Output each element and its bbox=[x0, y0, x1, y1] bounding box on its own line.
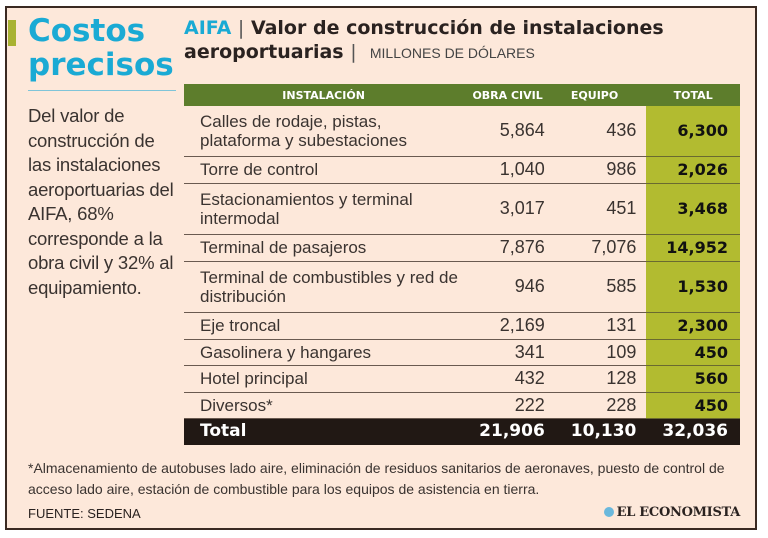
cell-equipo: 451 bbox=[554, 183, 647, 235]
headline-line-2: precisos bbox=[28, 47, 174, 83]
cell-equipo: 436 bbox=[554, 106, 647, 157]
cell-total: 2,300 bbox=[646, 312, 740, 340]
column-header: INSTALACIÓN bbox=[184, 84, 464, 106]
table-row: Terminal de combustibles y red de distri… bbox=[184, 261, 740, 313]
table-row: Gasolinera y hangares 341 109 450 bbox=[184, 339, 740, 366]
brand: AIFA bbox=[184, 17, 232, 39]
cell-obra: 5,864 bbox=[463, 106, 555, 157]
cell-obra: 432 bbox=[463, 365, 555, 393]
table-row: Hotel principal 432 128 560 bbox=[184, 365, 740, 393]
total-obra: 21,906 bbox=[463, 418, 555, 445]
publisher-logo: EL ECONOMISTA bbox=[603, 505, 740, 520]
cell-equipo: 7,076 bbox=[554, 234, 647, 262]
table-row: Torre de control 1,040 986 2,026 bbox=[184, 156, 740, 184]
cell-obra: 341 bbox=[463, 339, 555, 366]
cell-obra: 1,040 bbox=[463, 156, 555, 184]
cell-name: Hotel principal bbox=[184, 365, 464, 393]
cell-name: Diversos* bbox=[184, 392, 464, 419]
cell-obra: 3,017 bbox=[463, 183, 555, 235]
column-header: EQUIPO bbox=[554, 84, 647, 106]
total-row: Total 21,906 10,130 32,036 bbox=[184, 418, 740, 445]
cell-obra: 7,876 bbox=[463, 234, 555, 262]
table-row: Diversos* 222 228 450 bbox=[184, 392, 740, 419]
title-line-2: aeroportuarias bbox=[184, 41, 344, 63]
cell-name: Terminal de combustibles y red de distri… bbox=[184, 261, 464, 313]
cell-total: 3,468 bbox=[646, 183, 740, 235]
cell-name: Estacionamientos y terminal intermodal bbox=[184, 183, 464, 235]
headline: Costos precisos bbox=[28, 14, 174, 82]
table-header: INSTALACIÓN OBRA CIVIL EQUIPO TOTAL bbox=[184, 84, 740, 106]
cell-equipo: 228 bbox=[554, 392, 647, 419]
cell-name: Torre de control bbox=[184, 156, 464, 184]
lede-text: Del valor de construcción de las instala… bbox=[28, 105, 174, 298]
cell-total: 450 bbox=[646, 392, 740, 419]
unit-label: MILLONES DE DÓLARES bbox=[369, 45, 535, 61]
cell-equipo: 585 bbox=[554, 261, 647, 313]
cell-equipo: 131 bbox=[554, 312, 647, 340]
cell-name: Terminal de pasajeros bbox=[184, 234, 464, 262]
cell-total: 2,026 bbox=[646, 156, 740, 184]
column-header: TOTAL bbox=[646, 84, 740, 106]
footnote: *Almacenamiento de autobuses lado aire, … bbox=[28, 460, 725, 497]
divider bbox=[28, 90, 176, 91]
cell-obra: 222 bbox=[463, 392, 555, 419]
total-name: Total bbox=[184, 418, 464, 445]
cell-total: 450 bbox=[646, 339, 740, 366]
cell-name: Calles de rodaje, pistas, plataforma y s… bbox=[184, 106, 464, 157]
source: FUENTE: SEDENA bbox=[28, 506, 141, 521]
cell-equipo: 128 bbox=[554, 365, 647, 393]
cost-table: INSTALACIÓN OBRA CIVIL EQUIPO TOTAL Call… bbox=[184, 84, 740, 445]
table-row: Estacionamientos y terminal intermodal 3,… bbox=[184, 183, 740, 235]
table-row: Calles de rodaje, pistas, plataforma y s… bbox=[184, 106, 740, 157]
cell-name: Gasolinera y hangares bbox=[184, 339, 464, 366]
table-row: Eje troncal 2,169 131 2,300 bbox=[184, 312, 740, 340]
cell-total: 1,530 bbox=[646, 261, 740, 313]
table-row: Terminal de pasajeros 7,876 7,076 14,952 bbox=[184, 234, 740, 262]
cell-equipo: 109 bbox=[554, 339, 647, 366]
accent-bar bbox=[8, 20, 16, 46]
cell-obra: 946 bbox=[463, 261, 555, 313]
table-title: AIFA | Valor de construcción de instalac… bbox=[184, 17, 664, 63]
cell-total: 6,300 bbox=[646, 106, 740, 157]
column-header: OBRA CIVIL bbox=[463, 84, 555, 106]
cell-name: Eje troncal bbox=[184, 312, 464, 340]
logo-icon bbox=[603, 507, 614, 517]
cell-total: 560 bbox=[646, 365, 740, 393]
title-line-1: Valor de construcción de instalaciones bbox=[250, 17, 664, 39]
total-total: 32,036 bbox=[646, 418, 740, 445]
cell-obra: 2,169 bbox=[463, 312, 555, 340]
headline-line-1: Costos bbox=[28, 13, 146, 49]
cell-total: 14,952 bbox=[646, 234, 740, 262]
total-equipo: 10,130 bbox=[554, 418, 647, 445]
cell-equipo: 986 bbox=[554, 156, 647, 184]
